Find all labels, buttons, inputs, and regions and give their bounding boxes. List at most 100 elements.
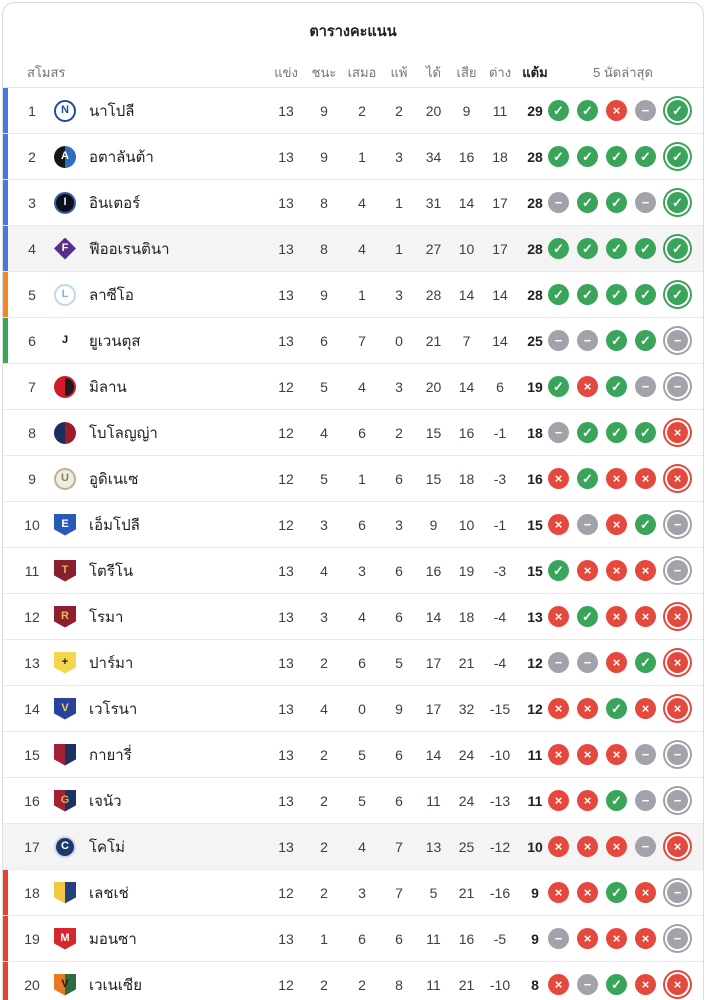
goals-against-value: 18 [458, 608, 475, 625]
form-icons: ✓ × × × − [548, 560, 693, 581]
header-played: แข่ง [274, 64, 298, 80]
table-row[interactable]: 12 R โรมา 13 3 4 6 14 18 -4 13 × ✓ × × × [3, 594, 703, 640]
table-row[interactable]: 4 F ฟีออเรนตินา 13 8 4 1 27 10 17 28 ✓ ✓ ✓… [3, 226, 703, 272]
rank-number: 14 [24, 700, 40, 717]
table-row[interactable]: 10 E เอ็มโปลี 12 3 6 3 9 10 -1 15 × − × ✓ − [3, 502, 703, 548]
table-row[interactable]: 14 V เวโรนา 13 4 0 9 17 32 -15 12 × × ✓ × × [3, 686, 703, 732]
won-value: 2 [320, 838, 328, 855]
form-icons: × × ✓ − − [548, 790, 693, 811]
draw-icon: − [548, 192, 569, 213]
drawn-value: 6 [358, 930, 366, 947]
won-value: 3 [320, 608, 328, 625]
played-value: 13 [278, 240, 294, 257]
team-name: มอนซา [89, 930, 137, 948]
lost-value: 3 [395, 516, 403, 533]
team-logo-icon: M [54, 927, 76, 950]
points-value: 19 [527, 378, 543, 395]
rank-number: 1 [28, 102, 36, 119]
form-icons: × ✓ × × × [548, 606, 693, 627]
won-value: 2 [320, 976, 328, 993]
goals-against-value: 14 [458, 194, 475, 211]
table-row[interactable]: 9 U อูดิเนเซ 12 5 1 6 15 18 -3 16 × ✓ × × × [3, 456, 703, 502]
form-icons: × × ✓ × × [548, 698, 693, 719]
won-value: 2 [320, 746, 328, 763]
win-icon: ✓ [606, 790, 627, 811]
lost-value: 6 [395, 930, 403, 947]
header-goal-diff: ต่าง [488, 64, 512, 80]
team-name: อูดิเนเซ [89, 470, 139, 488]
team-name: เวเนเซีย [89, 976, 143, 994]
drawn-value: 2 [358, 976, 366, 993]
table-row[interactable]: 3 I อินเตอร์ 13 8 4 1 31 14 17 28 − ✓ ✓ − ✓ [3, 180, 703, 226]
team-logo-icon: F [54, 237, 76, 260]
table-row[interactable]: 11 T โตรีโน 13 4 3 6 16 19 -3 15 ✓ × × × − [3, 548, 703, 594]
draw-icon: − [667, 790, 688, 811]
win-icon: ✓ [667, 100, 688, 121]
qualification-zone-bar [3, 502, 8, 547]
form-icons: × ✓ × × × [548, 468, 693, 489]
header-points: แต้ม [522, 64, 548, 80]
table-row[interactable]: 16 G เจนัว 13 2 5 6 11 24 -13 11 × × ✓ − − [3, 778, 703, 824]
goal-diff-value: -10 [489, 746, 511, 763]
loss-icon: × [548, 606, 569, 627]
win-icon: ✓ [667, 192, 688, 213]
table-title: ตารางคะแนน [309, 24, 397, 40]
table-row[interactable]: 2 A อตาลันต้า 13 9 1 3 34 16 18 28 ✓ ✓ ✓ ✓ ✓ [3, 134, 703, 180]
draw-icon: − [635, 100, 656, 121]
draw-icon: − [635, 836, 656, 857]
table-row[interactable]: 19 M มอนซา 13 1 6 6 11 16 -5 9 − × × × − [3, 916, 703, 962]
loss-icon: × [667, 652, 688, 673]
loss-icon: × [606, 928, 627, 949]
draw-icon: − [635, 790, 656, 811]
lost-value: 1 [395, 194, 403, 211]
draw-icon: − [548, 928, 569, 949]
drawn-value: 3 [358, 562, 366, 579]
draw-icon: − [548, 652, 569, 673]
win-icon: ✓ [606, 422, 627, 443]
table-row[interactable]: 1 N นาโปลี 13 9 2 2 20 9 11 29 ✓ ✓ × − ✓ [3, 88, 703, 134]
lost-value: 6 [395, 746, 403, 763]
goals-for-value: 20 [425, 378, 442, 395]
points-value: 29 [527, 102, 543, 119]
table-row[interactable]: 7 มิลาน 12 5 4 3 20 14 6 19 ✓ × ✓ − − [3, 364, 703, 410]
win-icon: ✓ [577, 146, 598, 167]
goals-against-value: 32 [458, 700, 475, 717]
drawn-value: 4 [358, 378, 366, 395]
table-row[interactable]: 15 กายารี่ 13 2 5 6 14 24 -10 11 × × × − − [3, 732, 703, 778]
lost-value: 6 [395, 470, 403, 487]
qualification-zone-bar [3, 364, 8, 409]
drawn-value: 1 [358, 286, 366, 303]
goal-diff-value: 18 [492, 148, 508, 165]
loss-icon: × [635, 974, 656, 995]
loss-icon: × [606, 606, 627, 627]
table-row[interactable]: 6 J ยูเวนตุส 13 6 7 0 21 7 14 25 − − ✓ ✓ − [3, 318, 703, 364]
goals-against-value: 7 [462, 332, 471, 349]
standings-rows: 1 N นาโปลี 13 9 2 2 20 9 11 29 ✓ ✓ × − ✓ 2 A… [3, 88, 703, 1000]
form-icons: − − × ✓ × [548, 652, 693, 673]
played-value: 13 [278, 700, 294, 717]
goals-against-value: 25 [458, 838, 475, 855]
table-row[interactable]: 17 C โคโม่ 13 2 4 7 13 25 -12 10 × × × − × [3, 824, 703, 870]
lost-value: 3 [395, 378, 403, 395]
drawn-value: 6 [358, 654, 366, 671]
won-value: 9 [320, 148, 328, 165]
won-value: 9 [320, 102, 328, 119]
goals-for-value: 11 [426, 792, 441, 809]
table-row[interactable]: 18 เลชเช่ 12 2 3 7 5 21 -16 9 × × ✓ × − [3, 870, 703, 916]
goals-for-value: 17 [425, 700, 442, 717]
table-row[interactable]: 5 L ลาซีโอ 13 9 1 3 28 14 14 28 ✓ ✓ ✓ ✓ ✓ [3, 272, 703, 318]
drawn-value: 1 [358, 470, 366, 487]
goal-diff-value: -4 [493, 654, 507, 671]
played-value: 13 [278, 930, 294, 947]
qualification-zone-bar [3, 916, 8, 961]
team-logo-icon: N [54, 99, 76, 122]
team-logo-icon: I [54, 191, 76, 214]
form-icons: ✓ × ✓ − − [548, 376, 693, 397]
table-row[interactable]: 20 V เวเนเซีย 12 2 2 8 11 21 -10 8 × − ✓ × × [3, 962, 703, 1000]
table-row[interactable]: 13 + ปาร์มา 13 2 6 5 17 21 -4 12 − − × ✓ × [3, 640, 703, 686]
win-icon: ✓ [577, 100, 598, 121]
table-row[interactable]: 8 โบโลญญ่า 12 4 6 2 15 16 -1 18 − ✓ ✓ ✓ × [3, 410, 703, 456]
draw-icon: − [577, 652, 598, 673]
loss-icon: × [667, 422, 688, 443]
